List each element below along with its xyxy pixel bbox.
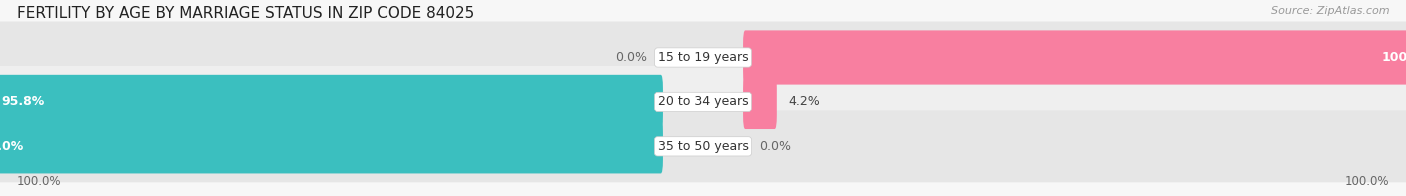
Text: 100.0%: 100.0% <box>1344 175 1389 188</box>
Text: 35 to 50 years: 35 to 50 years <box>658 140 748 153</box>
FancyBboxPatch shape <box>744 30 1406 85</box>
FancyBboxPatch shape <box>0 75 664 129</box>
Text: 100.0%: 100.0% <box>17 175 62 188</box>
Text: 20 to 34 years: 20 to 34 years <box>658 95 748 108</box>
Text: FERTILITY BY AGE BY MARRIAGE STATUS IN ZIP CODE 84025: FERTILITY BY AGE BY MARRIAGE STATUS IN Z… <box>17 6 474 21</box>
Text: 15 to 19 years: 15 to 19 years <box>658 51 748 64</box>
Text: 95.8%: 95.8% <box>1 95 45 108</box>
Text: 100.0%: 100.0% <box>1382 51 1406 64</box>
Text: 100.0%: 100.0% <box>0 140 24 153</box>
FancyBboxPatch shape <box>744 75 778 129</box>
Text: 0.0%: 0.0% <box>759 140 792 153</box>
FancyBboxPatch shape <box>0 110 1406 182</box>
FancyBboxPatch shape <box>0 22 1406 93</box>
Text: 4.2%: 4.2% <box>789 95 821 108</box>
FancyBboxPatch shape <box>0 66 1406 138</box>
Text: Source: ZipAtlas.com: Source: ZipAtlas.com <box>1271 6 1389 16</box>
Text: 0.0%: 0.0% <box>614 51 647 64</box>
FancyBboxPatch shape <box>0 119 664 173</box>
